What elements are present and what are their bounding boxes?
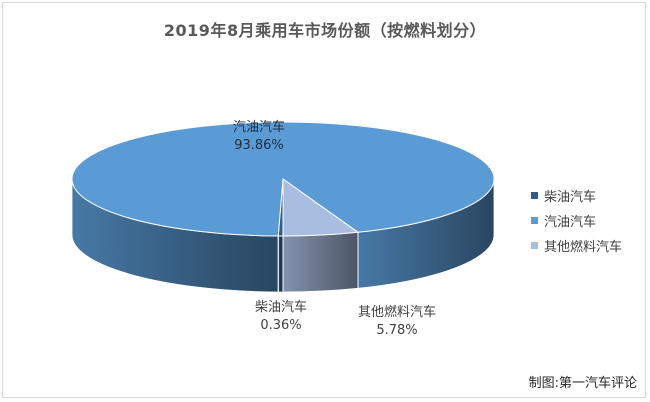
data-label-other-fuel-name: 其他燃料汽车	[357, 305, 436, 320]
chart-title: 2019年8月乘用车市场份额（按燃料划分）	[163, 21, 487, 40]
legend-label-other-fuel: 其他燃料汽车	[544, 240, 623, 255]
data-label-gasoline-value: 93.86%	[234, 138, 284, 153]
source-note: 制图:第一汽车评论	[528, 376, 637, 391]
legend-swatch-diesel	[531, 192, 538, 199]
legend-item-gasoline: 汽油汽车	[531, 208, 643, 233]
legend-item-other-fuel: 其他燃料汽车	[531, 233, 643, 258]
pie-slice-other-fuel	[282, 178, 360, 237]
data-label-gasoline-name: 汽油汽车	[232, 120, 285, 135]
data-label-diesel-value: 0.36%	[260, 318, 302, 333]
pie-chart-plot	[71, 121, 495, 293]
pie-slice-gasoline	[71, 121, 495, 237]
pie-side-other-fuel	[282, 231, 359, 293]
legend-swatch-gasoline	[531, 217, 538, 224]
chart-legend: 柴油汽车 汽油汽车 其他燃料汽车	[531, 183, 643, 258]
data-label-other-fuel: 其他燃料汽车 5.78%	[337, 304, 457, 340]
pie-side-diesel	[277, 235, 284, 293]
data-label-gasoline: 汽油汽车 93.86%	[199, 119, 319, 155]
data-label-diesel-name: 柴油汽车	[254, 300, 307, 315]
legend-label-diesel: 柴油汽车	[544, 190, 597, 205]
legend-label-gasoline: 汽油汽车	[544, 215, 597, 230]
legend-swatch-other-fuel	[531, 242, 538, 249]
data-label-diesel: 柴油汽车 0.36%	[221, 299, 341, 335]
data-label-other-fuel-value: 5.78%	[376, 323, 418, 338]
legend-item-diesel: 柴油汽车	[531, 183, 643, 208]
chart-frame: 2019年8月乘用车市场份额（按燃料划分） 汽油汽车 93.86% 柴油汽车 0…	[2, 2, 646, 398]
